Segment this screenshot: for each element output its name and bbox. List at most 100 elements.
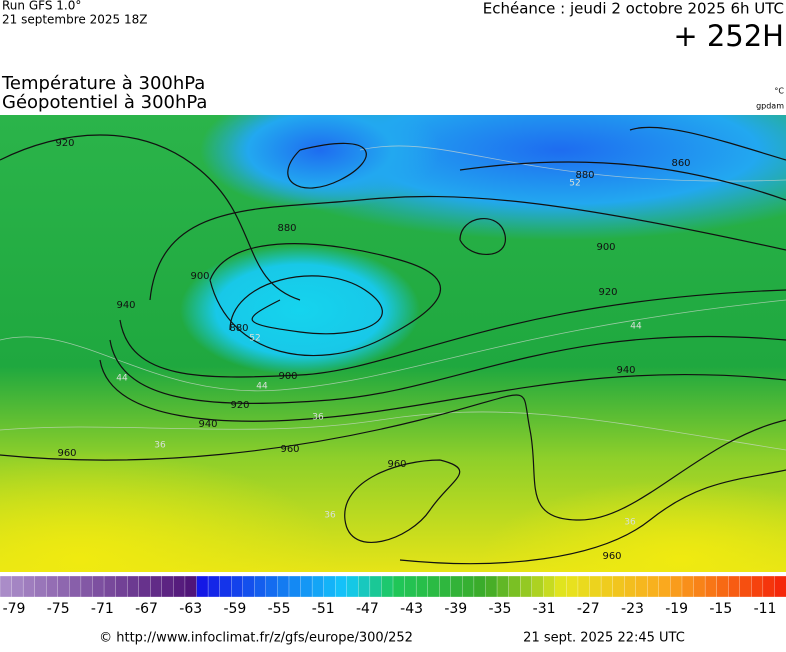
legend-tick-label: -55: [268, 601, 291, 617]
legend-swatch: [485, 575, 498, 598]
legend-swatch: [554, 575, 567, 598]
temperature-label: 44: [116, 374, 128, 384]
legend-tick-label: -63: [179, 601, 202, 617]
height-label: 960: [57, 448, 76, 459]
legend-swatch: [462, 575, 475, 598]
height-label: 940: [198, 419, 217, 430]
legend-swatch: [196, 575, 209, 598]
legend-swatch: [138, 575, 151, 598]
height-label: 960: [280, 444, 299, 455]
legend-swatch: [751, 575, 764, 598]
legend-swatch: [739, 575, 752, 598]
height-label: 940: [616, 365, 635, 376]
legend-swatch: [173, 575, 186, 598]
legend-swatch: [670, 575, 683, 598]
legend-swatch: [11, 575, 24, 598]
isotherm: [359, 145, 786, 182]
contour: [459, 161, 786, 201]
legend-swatch: [46, 575, 59, 598]
legend-swatch: [600, 575, 614, 598]
height-label: 880: [277, 223, 296, 234]
legend-swatch: [115, 575, 128, 598]
legend-swatch: [22, 575, 36, 598]
isotherm: [0, 299, 786, 392]
map: 920 880 860 880 900 920 900 880 940 900 920 940 960 9…: [0, 115, 786, 572]
contour: [209, 243, 442, 357]
height-label: 860: [671, 158, 690, 169]
height-label: 960: [602, 551, 621, 562]
title-geopotential: Géopotentiel à 300hPa: [2, 92, 207, 113]
legend-swatch: [508, 575, 521, 598]
legend-swatch: [0, 575, 13, 598]
unit-geopotential: gpdam: [756, 102, 784, 111]
source-url: © http://www.infoclimat.fr/z/gfs/europe/…: [99, 631, 413, 646]
height-label: 900: [278, 371, 297, 382]
cold-low: [180, 245, 420, 375]
legend-swatch: [288, 575, 301, 598]
legend-swatch: [427, 575, 440, 598]
legend-swatch: [415, 575, 429, 598]
legend-tick-label: -15: [709, 601, 732, 617]
color-legend: -79 -75 -71 -67 -63 -59 -55 -51 -47 -43 -39 -35 -31 -…: [0, 575, 786, 617]
legend-swatch: [161, 575, 174, 598]
legend-tick-label: -67: [135, 601, 158, 617]
height-label: 880: [229, 323, 248, 334]
contour: [229, 275, 383, 335]
legend-swatch: [103, 575, 117, 598]
legend-swatch: [612, 575, 625, 598]
legend-swatch: [346, 575, 359, 598]
legend-tick-label: -51: [312, 601, 335, 617]
legend-swatch: [635, 575, 648, 598]
valid-time: Echéance : jeudi 2 octobre 2025 6h UTC: [483, 0, 784, 18]
legend-swatch: [624, 575, 637, 598]
legend-swatch: [358, 575, 371, 598]
legend-tick-label: -23: [621, 601, 644, 617]
legend-swatch: [207, 575, 221, 598]
legend-swatch: [80, 575, 93, 598]
temperature-label: 44: [256, 382, 268, 392]
legend-tick-label: -31: [533, 601, 556, 617]
legend-swatch: [184, 575, 197, 598]
legend-swatch: [404, 575, 417, 598]
contour: [109, 335, 786, 404]
height-label: 900: [190, 271, 209, 282]
contour: [459, 218, 506, 255]
legend-swatch: [242, 575, 255, 598]
temperature-label: 44: [630, 322, 642, 332]
legend-swatch: [219, 575, 232, 598]
legend-swatch: [231, 575, 244, 598]
cold-area: [200, 115, 440, 210]
legend-swatch: [519, 575, 533, 598]
legend-swatch: [716, 575, 729, 598]
legend-swatch: [450, 575, 463, 598]
height-label: 920: [230, 400, 249, 411]
timestamp: 21 sept. 2025 22:45 UTC: [523, 631, 685, 646]
unit-temperature: °C: [774, 87, 784, 96]
legend-tick-label: -75: [47, 601, 70, 617]
legend-swatch: [473, 575, 486, 598]
contour: [99, 359, 786, 422]
legend-swatch: [762, 575, 775, 598]
legend-tick-label: -39: [444, 601, 467, 617]
legend-swatch: [496, 575, 510, 598]
legend-swatch: [69, 575, 82, 598]
legend-swatch: [254, 575, 267, 598]
legend-swatch: [335, 575, 348, 598]
temperature-label: 52: [569, 179, 580, 189]
legend-swatch: [439, 575, 452, 598]
warm-area: [480, 480, 786, 572]
contour: [287, 142, 367, 189]
contour: [119, 289, 786, 378]
legend-swatch: [277, 575, 290, 598]
legend-swatch: [531, 575, 544, 598]
temperature-label: 36: [324, 511, 336, 521]
legend-swatch: [392, 575, 406, 598]
height-label: 920: [598, 287, 617, 298]
legend-swatch: [728, 575, 741, 598]
legend-swatch: [704, 575, 718, 598]
height-label: 880: [575, 170, 594, 181]
legend-tick-label: -43: [400, 601, 423, 617]
temperature-label: 36: [624, 518, 636, 528]
height-label: 920: [55, 138, 74, 149]
height-label: 960: [387, 459, 406, 470]
